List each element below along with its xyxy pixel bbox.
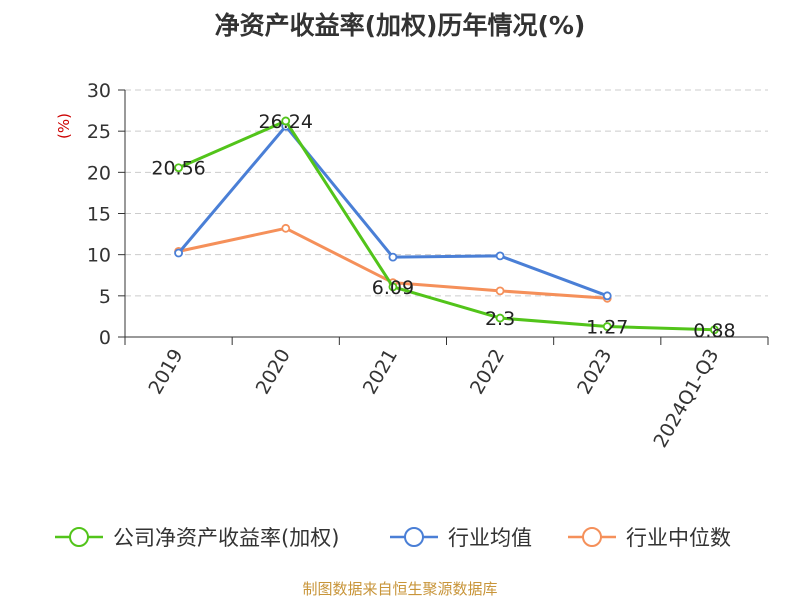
y-tick-label-10: 10 xyxy=(87,245,111,267)
grid-lines xyxy=(125,89,768,297)
series-line-1 xyxy=(177,124,608,298)
chart-title: 净资产收益率(加权)历年情况(%) xyxy=(215,11,586,40)
legend-label-1: 行业均值 xyxy=(448,526,532,550)
series-0-point-2019 xyxy=(174,163,183,173)
y-tick-label-15: 15 xyxy=(87,204,111,226)
x-tick-label-2019: 2019 xyxy=(144,345,187,398)
legend-marker-0 xyxy=(69,527,89,547)
series-0-point-2024Q1-Q3 xyxy=(710,325,719,335)
x-tick-label-2024Q1-Q3: 2024Q1-Q3 xyxy=(649,345,723,451)
series-2-point-2022 xyxy=(495,286,505,296)
data-label-2020: 26.24 xyxy=(259,111,313,133)
data-labels: 20.56 26.24 6.09 2.3 1.27 0.88 xyxy=(151,111,735,342)
series-line-0 xyxy=(177,119,715,332)
series-lines xyxy=(174,116,719,335)
x-tick-label-2023: 2023 xyxy=(573,345,616,398)
y-tick-label-30: 30 xyxy=(87,80,111,102)
legend-marker-1 xyxy=(404,527,424,547)
y-tick-label-25: 25 xyxy=(87,121,111,143)
y-tick-label-20: 20 xyxy=(87,162,111,184)
data-label-2019: 20.56 xyxy=(151,158,205,180)
series-0-point-2021 xyxy=(388,282,398,292)
data-label-2021: 6.09 xyxy=(372,277,414,299)
legend-label-0: 公司净资产收益率(加权) xyxy=(113,526,339,550)
legend-label-2: 行业中位数 xyxy=(626,526,731,550)
series-1-point-2022 xyxy=(495,251,505,261)
series-0-point-2020 xyxy=(281,116,291,126)
series-0-point-2022 xyxy=(495,313,505,323)
data-label-2024Q1-Q3: 0.88 xyxy=(693,320,735,342)
y-axis-unit-label: (%) xyxy=(55,113,73,139)
source-note: 制图数据来自恒生聚源数据库 xyxy=(302,580,497,598)
x-tick-label-2020: 2020 xyxy=(252,345,295,398)
x-tick-label-2021: 2021 xyxy=(359,345,402,398)
series-1-point-2021 xyxy=(388,252,398,262)
y-tick-label-5: 5 xyxy=(99,286,111,308)
data-label-2023: 1.27 xyxy=(586,317,628,339)
x-tick-label-2022: 2022 xyxy=(466,345,509,398)
y-tick-label-0: 0 xyxy=(99,327,111,349)
legend: 公司净资产收益率(加权) 行业均值 行业中位数 xyxy=(55,526,731,550)
series-2-point-2020 xyxy=(281,223,291,233)
series-1-point-2019 xyxy=(174,248,183,258)
axes: 0 5 10 15 20 25 30 2019 2020 2021 2022 2023 2024Q1-Q… xyxy=(87,80,769,452)
data-label-2022: 2.3 xyxy=(485,308,515,330)
legend-marker-2 xyxy=(582,527,602,547)
series-1-point-2023 xyxy=(602,291,612,301)
series-0-point-2023 xyxy=(602,322,612,331)
